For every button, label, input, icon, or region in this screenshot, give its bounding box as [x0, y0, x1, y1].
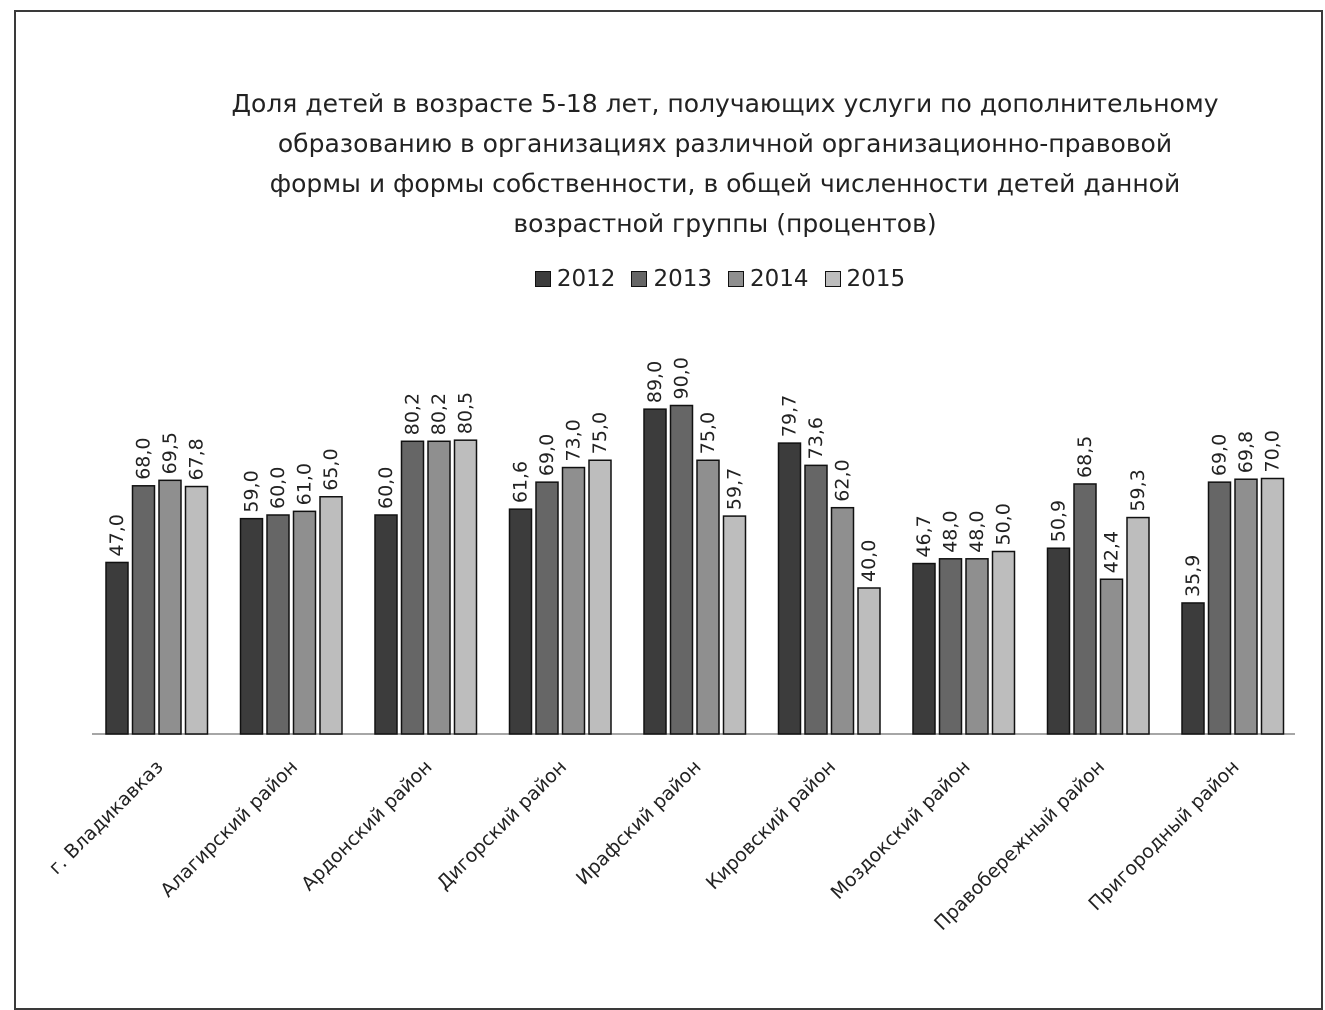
bar-2012-2 [374, 514, 398, 735]
bar-2012-0 [105, 561, 129, 735]
bar-2013-5 [804, 464, 828, 735]
chart-title: Доля детей в возрасте 5-18 лет, получающ… [150, 84, 1300, 244]
data-label-2013-0: 68,0 [133, 437, 155, 479]
bar-2015-5 [857, 587, 881, 735]
category-label-5: Кировский район [702, 756, 840, 894]
title-line-1: Доля детей в возрасте 5-18 лет, получающ… [231, 89, 1219, 118]
bar-2013-6 [938, 558, 963, 735]
bar-2014-7 [1099, 578, 1124, 735]
bar-2012-8 [1181, 602, 1205, 735]
data-label-2012-4: 89,0 [644, 361, 666, 403]
bar-2014-4 [696, 459, 720, 735]
data-label-2015-1: 65,0 [320, 448, 342, 490]
data-label-2013-2: 80,2 [402, 393, 424, 435]
data-label-2012-8: 35,9 [1182, 555, 1204, 597]
bar-2015-8 [1260, 477, 1285, 735]
bar-2013-2 [400, 440, 425, 735]
chart-legend: 2012 2013 2014 2015 [0, 266, 1325, 292]
bar-2012-5 [777, 442, 802, 735]
bar-2015-0 [184, 485, 209, 735]
title-line-3: формы и формы собственности, в общей чис… [269, 169, 1181, 198]
data-label-2012-0: 47,0 [106, 514, 128, 556]
category-label-8: Пригородный район [1084, 756, 1243, 915]
bar-2012-6 [912, 562, 936, 735]
title-line-4: возрастной группы (процентов) [513, 209, 937, 238]
data-label-2014-7: 42,4 [1101, 531, 1123, 573]
bar-2012-4 [643, 408, 667, 735]
legend-swatch-2012 [534, 271, 551, 287]
data-label-2012-6: 46,7 [913, 515, 935, 557]
data-label-2013-6: 48,0 [940, 510, 962, 552]
bar-2013-8 [1207, 481, 1232, 735]
data-label-2015-3: 75,0 [589, 412, 611, 454]
data-label-2014-0: 69,5 [159, 432, 181, 474]
bar-2014-0 [158, 479, 182, 735]
data-label-2013-4: 90,0 [671, 357, 693, 399]
bar-2013-1 [266, 514, 290, 735]
legend-swatch-2013 [631, 271, 648, 287]
data-label-2012-3: 61,6 [510, 461, 532, 503]
data-label-2014-5: 62,0 [832, 459, 854, 501]
data-label-2014-2: 80,2 [428, 393, 450, 435]
data-label-2015-7: 59,3 [1127, 469, 1149, 511]
legend-label-2012: 2012 [556, 266, 616, 292]
category-label-2: Ардонский район [297, 756, 436, 895]
data-label-2013-5: 73,6 [805, 417, 827, 459]
data-label-2015-8: 70,0 [1262, 430, 1284, 472]
bar-2013-3 [535, 481, 559, 735]
legend-item-2012: 2012 [534, 266, 616, 292]
data-label-2014-6: 48,0 [966, 510, 988, 552]
bar-2012-7 [1046, 547, 1071, 735]
data-label-2015-4: 59,7 [724, 468, 746, 510]
data-label-2013-7: 68,5 [1074, 436, 1096, 478]
bar-2012-1 [239, 517, 264, 735]
bar-2013-0 [131, 485, 156, 735]
bar-2015-7 [1126, 516, 1150, 735]
category-label-1: Алагирский район [156, 756, 302, 902]
legend-label-2013: 2013 [653, 266, 712, 292]
bar-2014-3 [561, 466, 586, 735]
data-label-2015-0: 67,8 [186, 438, 208, 480]
data-label-2015-2: 80,5 [455, 392, 477, 434]
category-label-4: Ирафский район [572, 756, 706, 890]
bar-2014-6 [965, 558, 989, 735]
title-line-2: образованию в организациях различной орг… [277, 129, 1173, 158]
bar-2013-7 [1073, 483, 1097, 735]
legend-label-2015: 2015 [846, 266, 906, 292]
data-label-2015-5: 40,0 [858, 540, 880, 582]
bar-2014-5 [830, 506, 855, 735]
bar-2015-2 [453, 439, 478, 735]
legend-item-2015: 2015 [824, 266, 906, 292]
bar-2013-4 [669, 404, 694, 735]
data-label-2013-8: 69,0 [1209, 434, 1231, 476]
data-label-2013-3: 69,0 [536, 434, 558, 476]
bar-2015-1 [319, 496, 343, 735]
data-label-2012-7: 50,9 [1048, 500, 1070, 542]
legend-item-2014: 2014 [728, 266, 809, 292]
data-label-2015-6: 50,0 [993, 503, 1015, 545]
data-label-2014-4: 75,0 [697, 412, 719, 454]
bar-2015-6 [991, 550, 1016, 735]
data-label-2012-5: 79,7 [779, 395, 801, 437]
category-label-3: Дигорский район [433, 756, 571, 894]
legend-label-2014: 2014 [750, 266, 809, 292]
bar-2014-8 [1234, 478, 1258, 735]
category-label-0: г. Владикавказ [45, 756, 168, 879]
bar-2014-2 [427, 440, 451, 735]
data-label-2014-8: 69,8 [1235, 431, 1257, 473]
bar-2014-1 [292, 510, 317, 735]
data-label-2014-3: 73,0 [563, 419, 585, 461]
data-label-2012-2: 60,0 [375, 467, 397, 509]
data-label-2014-1: 61,0 [294, 463, 316, 505]
bar-2015-3 [588, 459, 612, 735]
data-label-2012-1: 59,0 [241, 470, 263, 512]
legend-item-2013: 2013 [631, 266, 712, 292]
legend-swatch-2015 [824, 271, 841, 287]
bar-2012-3 [508, 508, 533, 735]
bar-2015-4 [722, 515, 747, 735]
data-label-2013-1: 60,0 [267, 467, 289, 509]
category-label-6: Моздокский район [827, 756, 975, 904]
legend-swatch-2014 [728, 271, 744, 287]
